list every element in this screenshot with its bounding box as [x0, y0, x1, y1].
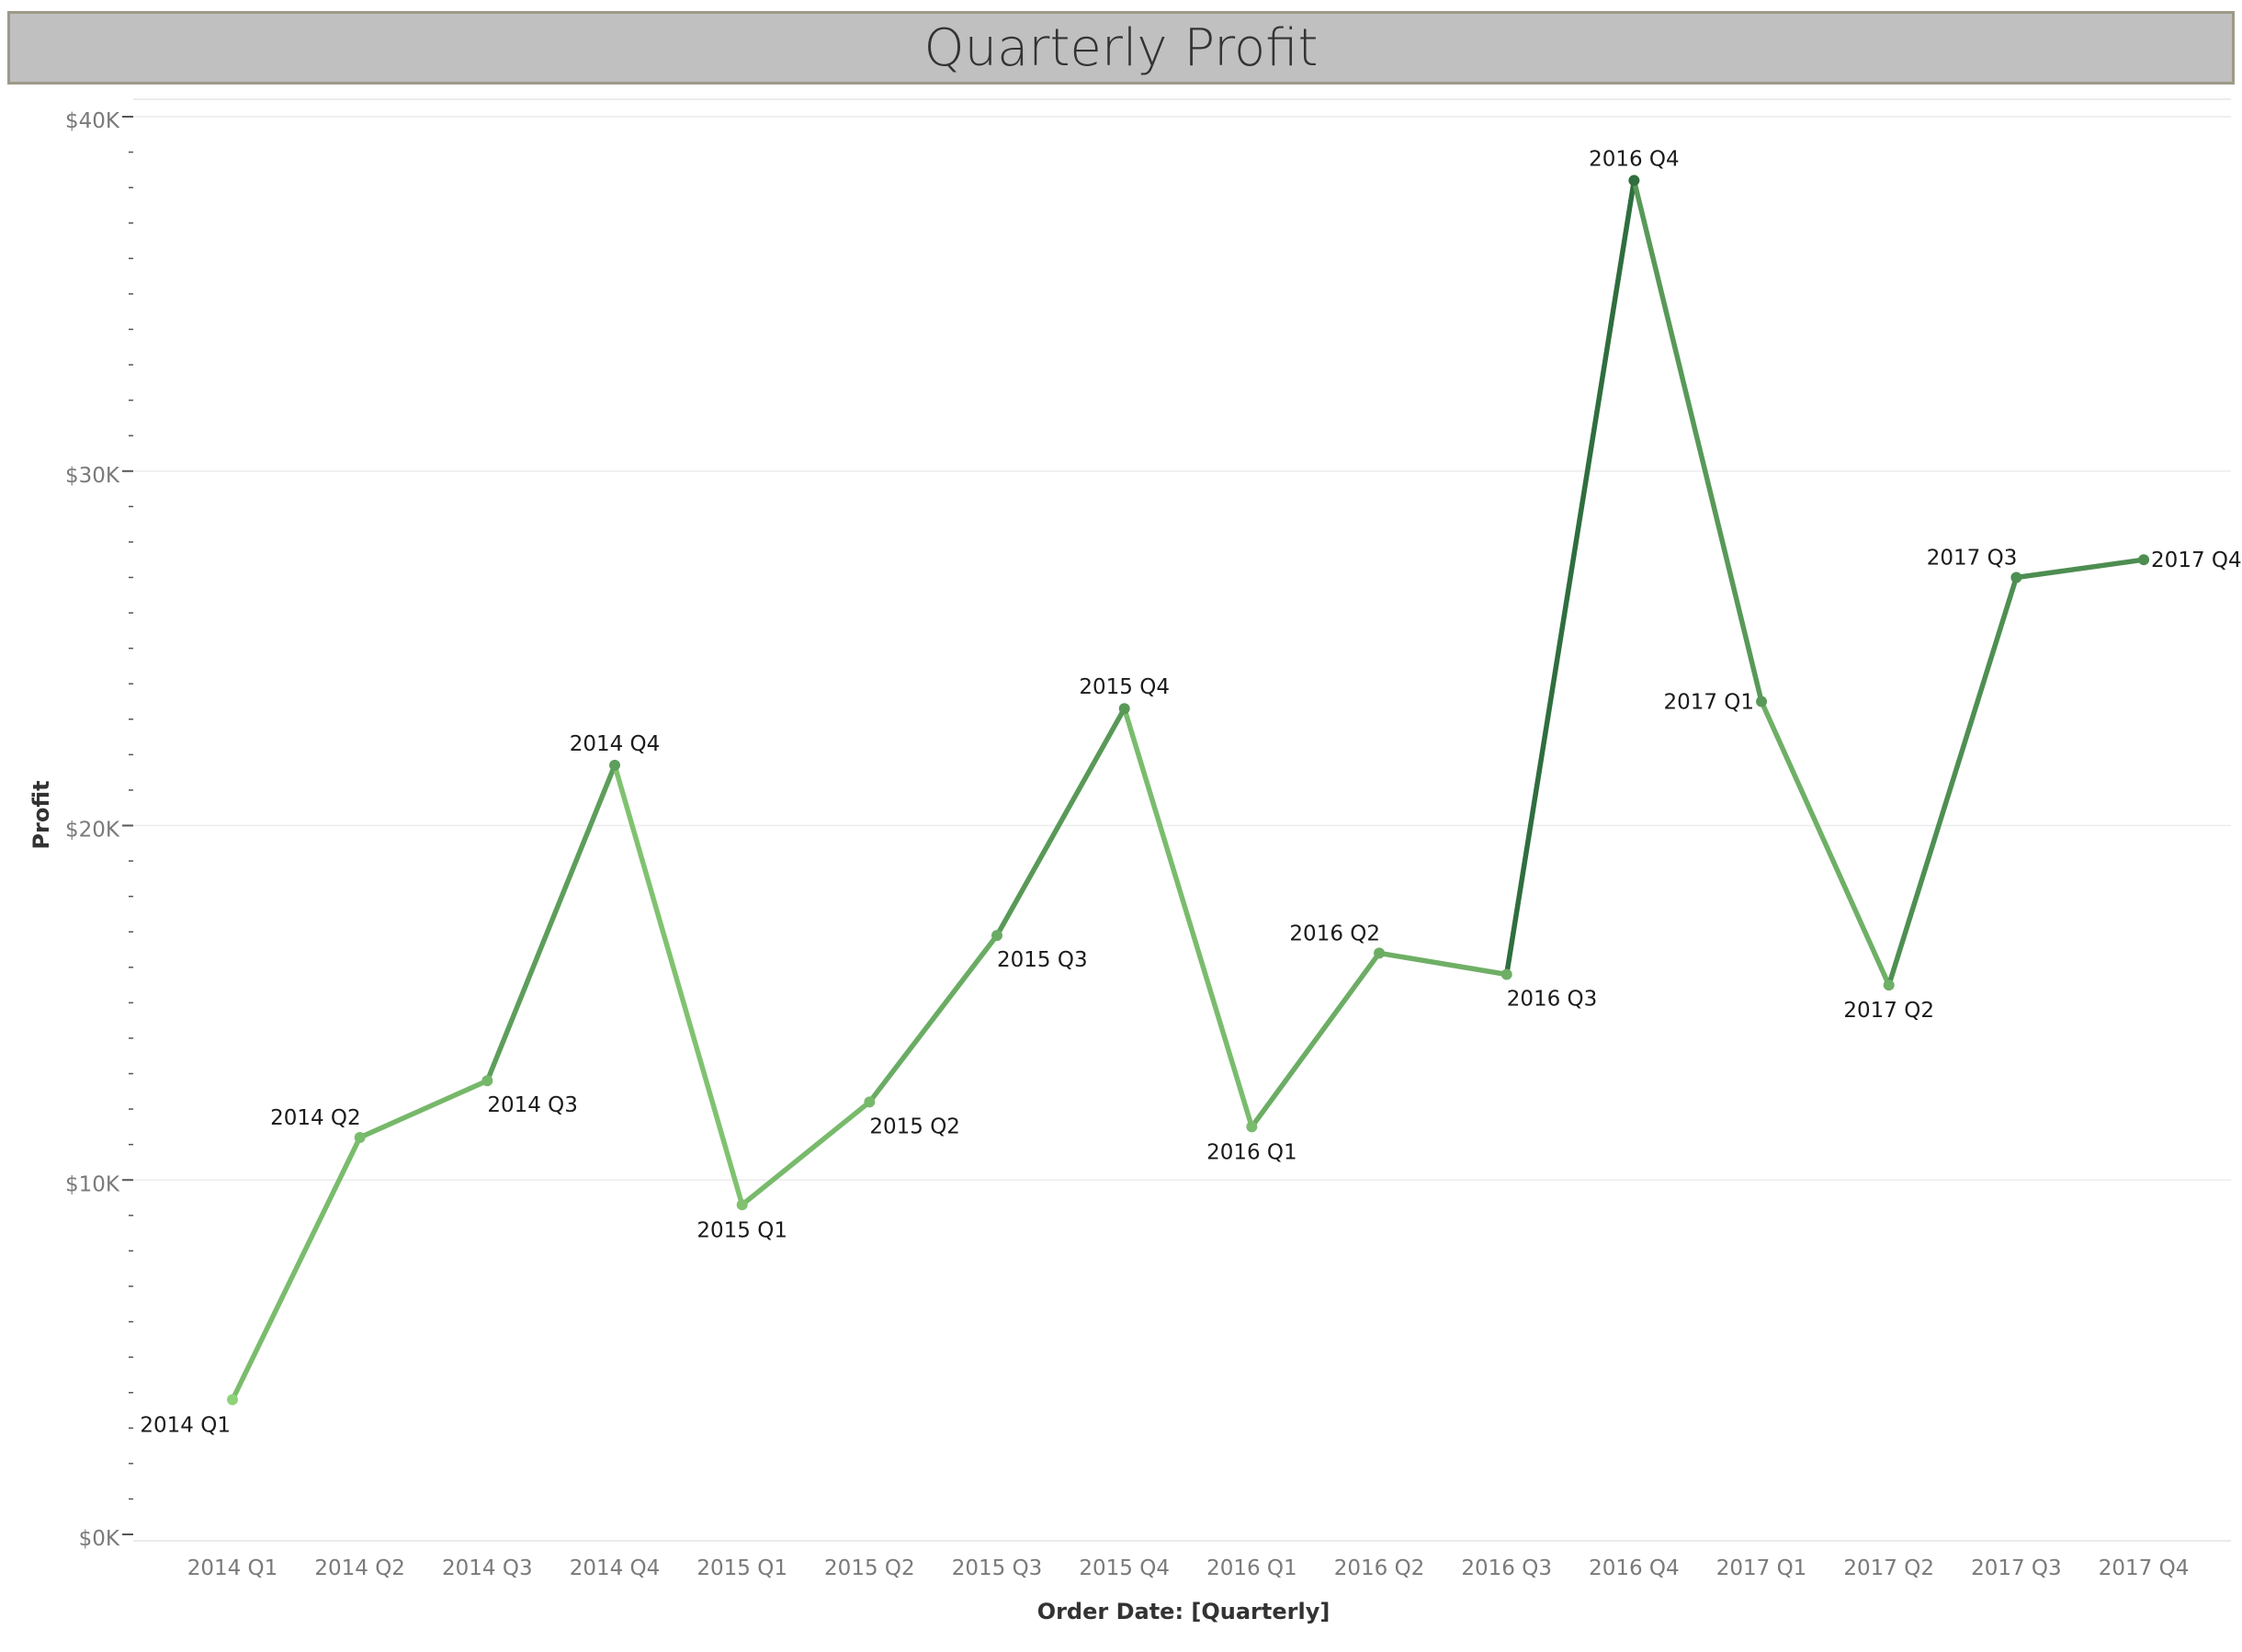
- line-segment: [357, 1078, 491, 1140]
- x-tick-label: 2015 Q4: [1079, 1556, 1170, 1580]
- x-tick-label: 2014 Q1: [187, 1556, 278, 1580]
- line-segment: [739, 1099, 873, 1208]
- x-tick-label: 2014 Q3: [442, 1556, 533, 1580]
- data-label: 2017 Q4: [2151, 549, 2242, 572]
- data-point[interactable]: [1246, 1121, 1258, 1133]
- data-label: 2014 Q4: [570, 732, 661, 756]
- line-segment: [612, 763, 745, 1208]
- x-tick-label: 2014 Q4: [570, 1556, 661, 1580]
- x-tick-label: 2015 Q1: [696, 1556, 787, 1580]
- label-layer: 2014 Q1 2014 Q2 2014 Q3 2014 Q4 2015 Q1 2015 …: [140, 147, 2241, 1437]
- line-segment: [1885, 574, 2020, 988]
- chart-title: Quarterly Profit: [923, 17, 1319, 78]
- y-tick-label: $0K: [79, 1527, 120, 1551]
- x-tick-label: 2016 Q4: [1589, 1556, 1680, 1580]
- line-segment: [1503, 177, 1637, 978]
- x-tick-label: 2015 Q2: [824, 1556, 915, 1580]
- y-tick-label: $20K: [65, 819, 120, 843]
- data-label: 2015 Q2: [869, 1115, 960, 1138]
- line-segment: [1249, 950, 1382, 1130]
- data-label: 2016 Q2: [1289, 922, 1380, 945]
- x-tick-label: 2017 Q3: [1971, 1556, 2062, 1580]
- data-label: 2016 Q1: [1206, 1140, 1297, 1164]
- y-tick-label: $10K: [65, 1172, 120, 1196]
- line-layer: [230, 177, 2146, 1403]
- data-point[interactable]: [609, 759, 621, 771]
- data-point[interactable]: [1500, 968, 1512, 980]
- x-tick-label: 2015 Q3: [952, 1556, 1043, 1580]
- data-point[interactable]: [227, 1394, 238, 1406]
- data-point[interactable]: [481, 1075, 493, 1087]
- data-point[interactable]: [1628, 175, 1640, 187]
- line-segment: [994, 706, 1127, 938]
- line-segment: [1759, 698, 1892, 988]
- line-segment: [866, 933, 1000, 1105]
- data-point[interactable]: [991, 930, 1003, 942]
- data-label: 2015 Q3: [997, 948, 1088, 972]
- data-label: 2015 Q1: [696, 1218, 787, 1242]
- grid-layer: [133, 98, 2231, 1181]
- x-tick-label: 2017 Q2: [1843, 1556, 1934, 1580]
- data-point[interactable]: [2010, 571, 2022, 583]
- line-segment: [1631, 177, 1764, 705]
- data-label: 2015 Q4: [1079, 675, 1170, 699]
- x-tick-label: 2016 Q2: [1334, 1556, 1425, 1580]
- axis-layer: $0K $10K $20K $30K $40K 2014 Q1 2014 Q2 2014 Q3…: [65, 109, 2231, 1580]
- data-point[interactable]: [2138, 554, 2150, 566]
- line-segment: [484, 763, 617, 1083]
- data-label: 2016 Q3: [1507, 988, 1598, 1012]
- x-tick-label: 2014 Q2: [314, 1556, 405, 1580]
- x-tick-label: 2016 Q3: [1461, 1556, 1552, 1580]
- data-point[interactable]: [864, 1096, 876, 1108]
- y-tick-label: $30K: [65, 464, 120, 488]
- data-point[interactable]: [1756, 696, 1768, 707]
- data-label: 2016 Q4: [1589, 147, 1680, 171]
- data-point[interactable]: [1118, 703, 1130, 715]
- data-point[interactable]: [736, 1199, 748, 1211]
- line-segment: [1121, 706, 1255, 1130]
- data-label: 2017 Q1: [1663, 690, 1754, 714]
- line-segment: [2013, 557, 2146, 581]
- data-label: 2014 Q2: [270, 1106, 361, 1130]
- data-label: 2014 Q1: [140, 1413, 231, 1437]
- data-label: 2014 Q3: [487, 1093, 578, 1117]
- chart-title-bar: Quarterly Profit: [7, 11, 2235, 85]
- y-tick-label: $40K: [65, 109, 120, 133]
- data-point[interactable]: [354, 1131, 366, 1143]
- data-label: 2017 Q3: [1927, 546, 2018, 570]
- x-tick-label: 2017 Q1: [1716, 1556, 1807, 1580]
- point-layer: [227, 175, 2150, 1406]
- y-axis-title: Profit: [28, 780, 54, 849]
- data-point[interactable]: [1374, 947, 1386, 959]
- line-segment: [230, 1135, 363, 1403]
- x-axis-title: Order Date: [Quarterly]: [1037, 1599, 1330, 1624]
- x-tick-label: 2016 Q1: [1206, 1556, 1297, 1580]
- data-label: 2017 Q2: [1843, 999, 1934, 1023]
- line-segment: [1376, 950, 1510, 978]
- data-point[interactable]: [1883, 979, 1895, 991]
- x-tick-label: 2017 Q4: [2099, 1556, 2190, 1580]
